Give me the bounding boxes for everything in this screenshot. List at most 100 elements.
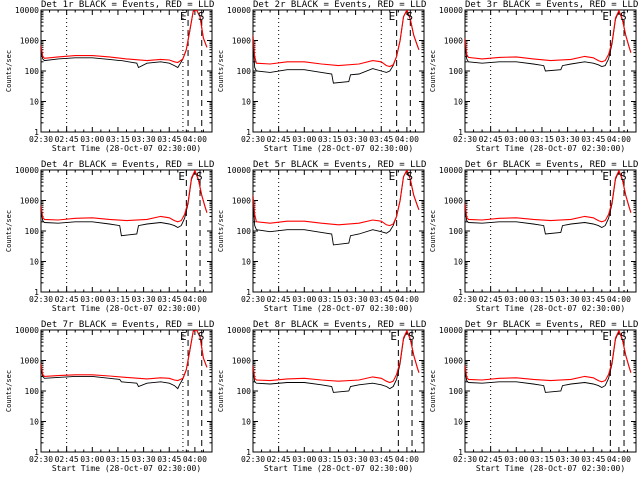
series-line-lld (253, 10, 420, 68)
marker-e: E (389, 10, 396, 23)
panel-det-6: Det 6r BLACK = Events, RED = LLD 1 10 100 10… (429, 160, 638, 313)
x-tick-label: 03:30 (344, 455, 368, 464)
x-axis-label: Start Time (28-Oct-07 02:30:00) (476, 304, 625, 313)
x-tick-label: 03:45 (581, 135, 605, 144)
x-tick-label: 04:00 (395, 295, 419, 304)
marker-s: S (620, 330, 627, 343)
x-tick-label: 02:45 (479, 135, 503, 144)
x-tick-label: 02:30 (453, 455, 477, 464)
x-tick-label: 03:00 (80, 135, 104, 144)
marker-e: E (602, 170, 609, 183)
x-tick-label: 03:30 (344, 295, 368, 304)
x-axis-label: Start Time (28-Oct-07 02:30:00) (264, 144, 413, 153)
y-tick-label: 1 (458, 448, 463, 457)
marker-e: E (389, 170, 396, 183)
series-line-lld (41, 330, 208, 382)
y-tick-label: 10000 (227, 6, 251, 15)
x-tick-label: 03:45 (157, 295, 181, 304)
y-tick-label: 100 (449, 387, 464, 396)
x-tick-label: 03:30 (132, 135, 156, 144)
y-tick-label: 10 (29, 258, 39, 267)
x-tick-label: 02:45 (55, 455, 79, 464)
panel-det-4: Det 4r BLACK = Events, RED = LLD 1 10 100 10… (5, 160, 214, 313)
marker-e: E (180, 10, 187, 23)
marker-s: S (406, 170, 413, 183)
x-tick-label: 03:15 (530, 295, 554, 304)
series-line-lld (253, 330, 420, 384)
y-tick-label: 1 (246, 448, 251, 457)
x-tick-label: 04:00 (607, 455, 631, 464)
x-tick-label: 03:15 (530, 135, 554, 144)
y-axis-label: Counts/sec (429, 50, 437, 92)
y-axis-label: Counts/sec (217, 210, 225, 252)
y-tick-label: 10000 (439, 6, 463, 15)
series-line-lld (41, 10, 208, 64)
x-tick-label: 02:45 (479, 295, 503, 304)
x-tick-label: 02:45 (55, 295, 79, 304)
x-tick-label: 02:30 (29, 455, 53, 464)
x-tick-label: 03:45 (581, 295, 605, 304)
y-axis-label: Counts/sec (5, 50, 13, 92)
x-axis-label: Start Time (28-Oct-07 02:30:00) (476, 464, 625, 473)
series-line-lld (465, 330, 632, 383)
y-tick-label: 10 (241, 418, 251, 427)
x-tick-label: 03:45 (581, 455, 605, 464)
x-tick-label: 03:45 (369, 455, 393, 464)
x-tick-label: 04:00 (607, 135, 631, 144)
y-tick-label: 1000 (232, 357, 251, 366)
x-tick-label: 03:00 (292, 295, 316, 304)
panel-title: Det 9r BLACK = Events, RED = LLD (465, 320, 638, 330)
panel-title: Det 7r BLACK = Events, RED = LLD (41, 320, 214, 330)
x-tick-label: 03:15 (106, 295, 130, 304)
x-tick-label: 03:00 (292, 135, 316, 144)
y-axis-label: Counts/sec (429, 370, 437, 412)
x-tick-label: 03:30 (556, 295, 580, 304)
marker-s: S (406, 10, 413, 23)
x-tick-label: 03:15 (318, 295, 342, 304)
y-tick-label: 100 (25, 67, 40, 76)
x-axis-label: Start Time (28-Oct-07 02:30:00) (476, 144, 625, 153)
y-axis-label: Counts/sec (217, 50, 225, 92)
series-line-lld (465, 10, 632, 63)
panel-title: Det 5r BLACK = Events, RED = LLD (253, 160, 426, 170)
x-tick-label: 03:30 (132, 295, 156, 304)
marker-e: E (180, 330, 187, 343)
marker-s: S (620, 10, 627, 23)
x-tick-label: 03:45 (369, 295, 393, 304)
y-tick-label: 10 (453, 98, 463, 107)
panel-title: Det 1r BLACK = Events, RED = LLD (41, 0, 214, 10)
y-axis-label: Counts/sec (217, 370, 225, 412)
series-line-lld (465, 170, 632, 223)
y-axis-label: Counts/sec (429, 210, 437, 252)
marker-s: S (198, 10, 205, 23)
x-tick-label: 03:00 (80, 295, 104, 304)
panel-det-8: Det 8r BLACK = Events, RED = LLD 1 10 100 10… (217, 320, 426, 473)
y-tick-label: 10000 (15, 166, 39, 175)
y-tick-label: 10 (29, 418, 39, 427)
y-tick-label: 1000 (444, 357, 463, 366)
x-tick-label: 03:00 (80, 455, 104, 464)
series-line-lld (41, 170, 208, 223)
marker-e: E (602, 10, 609, 23)
marker-s: S (620, 170, 627, 183)
y-tick-label: 10000 (15, 6, 39, 15)
y-tick-label: 1000 (20, 37, 39, 46)
x-tick-label: 04:00 (395, 455, 419, 464)
y-tick-label: 100 (237, 227, 252, 236)
x-tick-label: 03:30 (556, 135, 580, 144)
x-axis-label: Start Time (28-Oct-07 02:30:00) (264, 464, 413, 473)
panel-det-9: Det 9r BLACK = Events, RED = LLD 1 10 100 10… (429, 320, 638, 473)
marker-e: E (390, 330, 397, 343)
x-tick-label: 02:30 (453, 295, 477, 304)
x-axis-label: Start Time (28-Oct-07 02:30:00) (264, 304, 413, 313)
x-axis-label: Start Time (28-Oct-07 02:30:00) (52, 304, 201, 313)
x-tick-label: 02:30 (241, 135, 265, 144)
panel-det-2: Det 2r BLACK = Events, RED = LLD 1 10 100 10… (217, 0, 426, 153)
y-tick-label: 1 (34, 128, 39, 137)
y-tick-label: 10000 (439, 166, 463, 175)
x-tick-label: 03:15 (318, 135, 342, 144)
y-tick-label: 100 (25, 387, 40, 396)
y-tick-label: 1000 (444, 197, 463, 206)
marker-e: E (602, 330, 609, 343)
